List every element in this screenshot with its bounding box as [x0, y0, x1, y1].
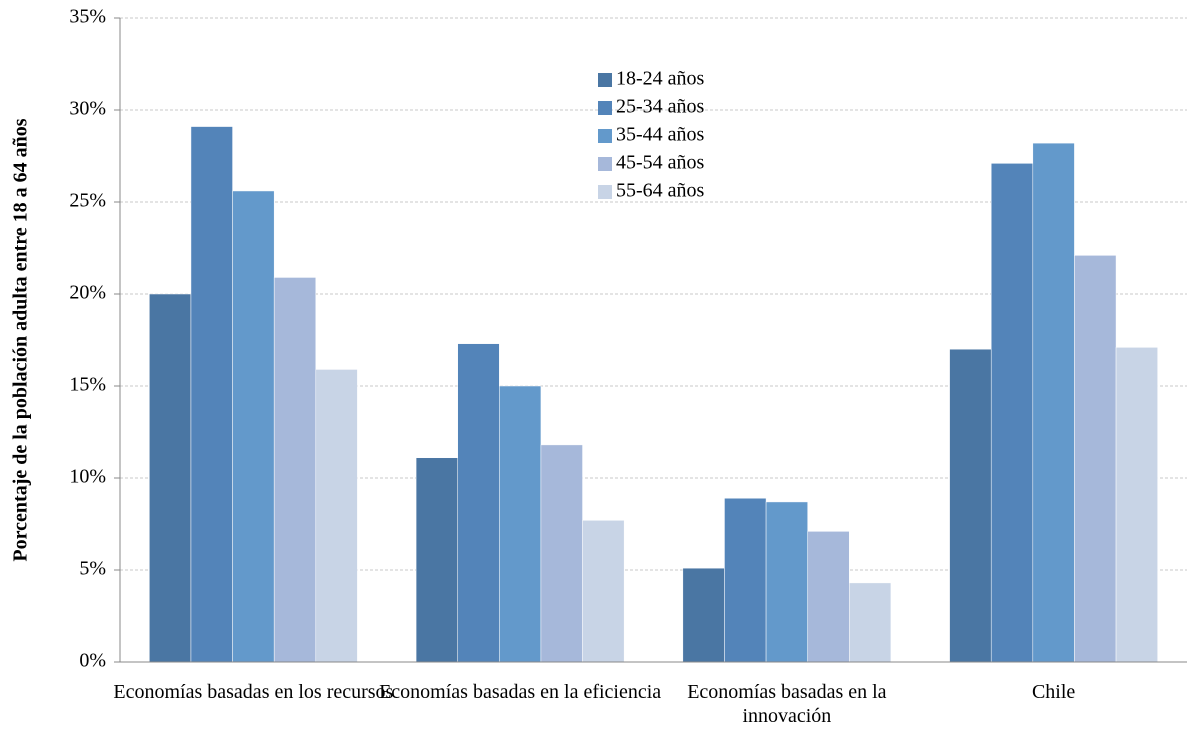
bar — [190, 126, 233, 663]
legend-label: 35-44 años — [616, 124, 705, 146]
x-tick-label: Economías basadas en la eficiencia — [379, 681, 662, 703]
y-tick-label: 5% — [79, 558, 106, 580]
bar — [949, 348, 992, 663]
bar — [582, 520, 625, 663]
bar — [724, 497, 767, 663]
bar — [1032, 142, 1075, 663]
bar — [807, 531, 850, 663]
y-axis-title: Porcentaje de la población adulta entre … — [10, 118, 32, 561]
bar — [1074, 255, 1117, 663]
legend-label: 45-54 años — [616, 152, 705, 174]
bar — [765, 501, 808, 663]
bar — [990, 163, 1034, 663]
legend-swatch — [598, 73, 612, 87]
legend-swatch — [598, 185, 612, 199]
y-tick-label: 0% — [79, 650, 106, 672]
x-tick-label: Chile — [1031, 681, 1076, 703]
legend-label: 18-24 años — [616, 68, 705, 90]
y-tick-label: 25% — [69, 190, 106, 212]
y-tick-label: 10% — [69, 466, 106, 488]
bar — [273, 277, 317, 663]
bar — [540, 444, 583, 663]
y-tick-label: 15% — [69, 374, 106, 396]
bar — [849, 582, 892, 663]
bar — [1115, 347, 1158, 663]
legend-swatch — [598, 129, 612, 143]
bar — [232, 190, 275, 663]
x-tick-label: Economías basadas en los recursos — [113, 681, 394, 703]
bar — [682, 567, 725, 663]
legend-swatch — [598, 157, 612, 171]
bar — [315, 369, 358, 663]
bar — [149, 293, 192, 663]
y-tick-label: 20% — [69, 282, 106, 304]
y-tick-label: 30% — [69, 98, 106, 120]
y-tick-label: 35% — [69, 6, 106, 28]
bar — [415, 457, 458, 663]
x-tick-label: Economías basadas en la innovación — [687, 681, 887, 727]
legend-label: 55-64 años — [616, 180, 705, 202]
legend-label: 25-34 años — [616, 96, 705, 118]
bar — [457, 343, 500, 663]
legend-swatch — [598, 101, 612, 115]
bar — [499, 385, 542, 663]
